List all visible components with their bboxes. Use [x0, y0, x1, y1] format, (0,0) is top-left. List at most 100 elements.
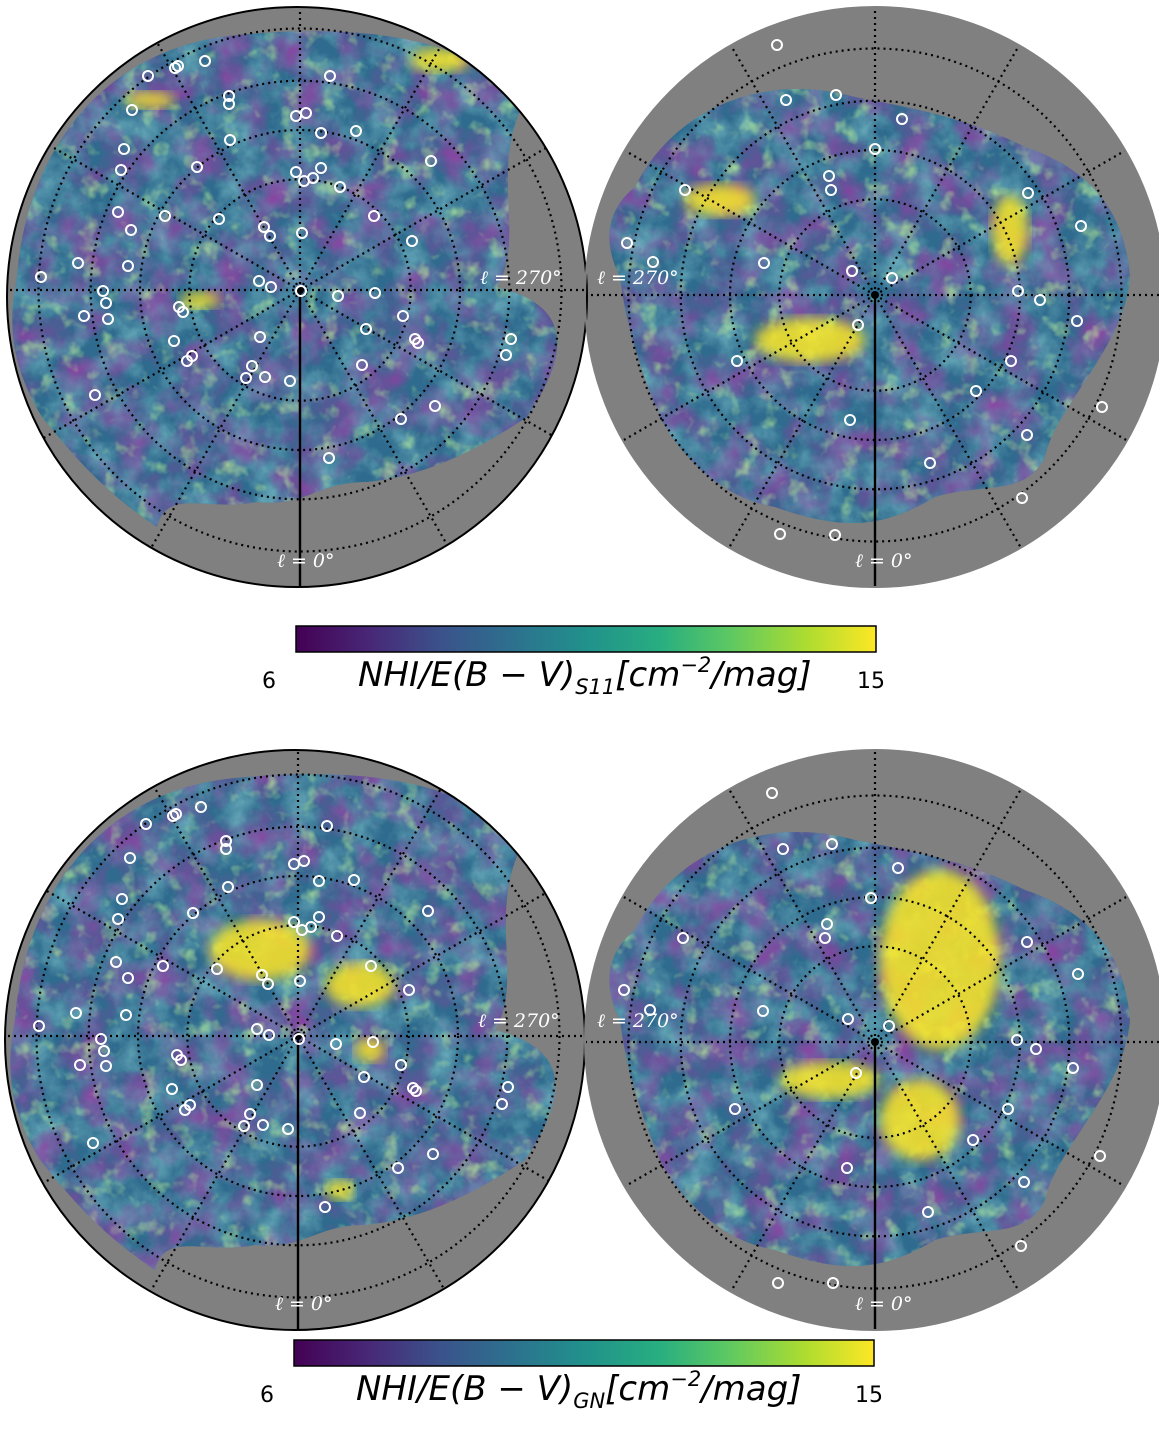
source-marker — [729, 1103, 741, 1115]
meridian — [297, 875, 575, 1037]
source-marker — [264, 230, 276, 242]
source-marker — [265, 281, 277, 293]
source-marker — [296, 227, 308, 239]
source-marker — [262, 978, 274, 990]
source-marker — [213, 213, 225, 225]
source-marker — [300, 107, 312, 119]
source-marker — [112, 913, 124, 925]
meridian — [598, 1041, 876, 1203]
source-marker — [186, 350, 198, 362]
graticule — [7, 7, 587, 587]
source-marker — [295, 285, 307, 297]
meridian — [299, 289, 577, 451]
source-marker — [422, 905, 434, 917]
source-marker — [251, 1079, 263, 1091]
bright-feature — [125, 92, 175, 108]
meridian — [714, 294, 876, 572]
bright-feature — [325, 963, 395, 1007]
colorbar-bottom-min-tick: 6 — [260, 1383, 274, 1408]
colorbar-top-label-sub: S11 — [575, 675, 615, 699]
latitude-circle — [138, 128, 462, 452]
pole-marker — [871, 1038, 879, 1046]
source-marker — [211, 963, 223, 975]
source-marker — [282, 1123, 294, 1135]
colorbar-bottom-label-exp: −2 — [670, 1367, 701, 1391]
source-marker — [290, 166, 302, 178]
meridian — [23, 289, 301, 451]
source-marker — [823, 170, 835, 182]
source-marker — [259, 371, 271, 383]
source-marker — [1015, 1240, 1027, 1252]
source-marker — [922, 1206, 934, 1218]
source-marker — [354, 1107, 366, 1119]
bright-feature — [326, 1180, 354, 1200]
meridian — [21, 1035, 299, 1197]
meridian — [299, 289, 461, 567]
source-marker — [1016, 492, 1028, 504]
source-marker — [1094, 1150, 1106, 1162]
source-marker — [87, 1137, 99, 1149]
source-marker — [410, 1085, 422, 1097]
source-marker — [251, 1023, 263, 1035]
source-marker — [852, 319, 864, 331]
source-marker — [1018, 1176, 1030, 1188]
latitude-circle — [136, 874, 460, 1198]
texture-green — [10, 774, 556, 1270]
source-marker — [124, 852, 136, 864]
source-marker — [307, 172, 319, 184]
source-marker — [766, 787, 778, 799]
source-marker — [256, 969, 268, 981]
source-marker — [826, 838, 838, 850]
source-marker — [407, 1082, 419, 1094]
longitude-label-0: ℓ = 0° — [855, 550, 913, 572]
data-coverage — [12, 31, 558, 527]
source-marker — [240, 372, 252, 384]
latitude-circle — [186, 924, 410, 1148]
source-marker — [313, 875, 325, 887]
source-marker — [122, 972, 134, 984]
source-marker — [170, 808, 182, 820]
latitude-circle — [679, 99, 1071, 491]
source-marker — [263, 1029, 275, 1041]
colorbar-top-min-tick: 6 — [262, 669, 276, 694]
source-marker — [1072, 968, 1084, 980]
texture-green — [12, 31, 558, 527]
meridian — [714, 1041, 876, 1319]
source-marker — [827, 1277, 839, 1289]
bright-feature — [355, 1038, 385, 1062]
source-marker — [1022, 187, 1034, 199]
source-marker — [246, 360, 258, 372]
source-marker — [406, 235, 418, 247]
skymap-outline — [584, 6, 1159, 588]
source-marker — [157, 960, 169, 972]
source-marker — [842, 1013, 854, 1025]
source-marker — [220, 843, 232, 855]
source-marker — [896, 113, 908, 125]
latitude-circle — [35, 773, 561, 1299]
longitude-label-270: ℓ = 270° — [480, 267, 562, 289]
source-marker — [780, 94, 792, 106]
meridian — [299, 129, 577, 291]
meridian — [297, 759, 459, 1037]
meridian — [874, 1041, 1152, 1203]
source-marker — [360, 323, 372, 335]
longitude-label-0: ℓ = 0° — [275, 1293, 333, 1315]
source-marker — [505, 333, 517, 345]
source-marker — [95, 1033, 107, 1045]
source-marker — [1071, 315, 1083, 327]
source-marker — [253, 275, 265, 287]
source-marker — [425, 155, 437, 167]
meridian — [137, 1035, 299, 1313]
longitude-label-270: ℓ = 270° — [478, 1010, 560, 1032]
bright-feature — [685, 184, 755, 216]
bright-feature — [880, 870, 1000, 1050]
source-marker — [1030, 1043, 1042, 1055]
graticule — [585, 7, 1159, 587]
source-marker — [294, 975, 306, 987]
source-marker — [844, 414, 856, 426]
data-field — [10, 774, 556, 1270]
colorbar-bottom: 6 15 NHI/E(B − V)GN[cm−2/mag] — [260, 1339, 883, 1413]
meridian — [874, 294, 1152, 456]
source-marker — [886, 272, 898, 284]
source-marker — [348, 874, 360, 886]
